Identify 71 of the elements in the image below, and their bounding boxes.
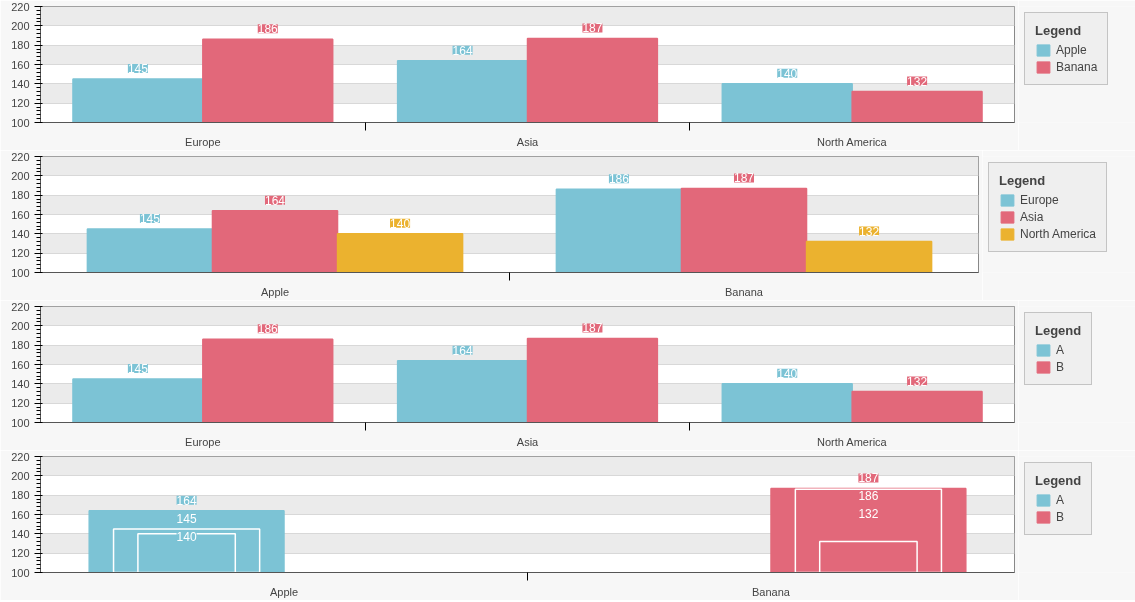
legend-label: Asia [1020, 210, 1044, 224]
legend-title: Legend [999, 173, 1047, 188]
data-label: 132 [907, 374, 928, 389]
y-tick-label: 100 [11, 566, 30, 579]
x-tick-label: Europe [185, 135, 221, 148]
y-tick-label: 140 [11, 77, 30, 90]
y-tick-label: 100 [11, 116, 30, 129]
y-tick-label: 220 [11, 0, 30, 13]
data-label: 186 [257, 22, 279, 37]
y-tick-label: 180 [11, 489, 30, 502]
data-label: 132 [859, 224, 880, 239]
data-label: 187 [858, 471, 879, 486]
data-label: 187 [733, 171, 755, 186]
legend-label: Banana [1056, 60, 1098, 74]
data-label: 145 [127, 362, 149, 376]
y-tick-label: 200 [11, 19, 30, 32]
y-tick-label: 100 [11, 266, 30, 279]
data-label: 164 [452, 43, 473, 58]
data-label: 140 [176, 529, 197, 544]
data-label: 145 [127, 62, 149, 76]
data-label: 140 [777, 66, 798, 81]
x-tick-label: North America [817, 435, 888, 448]
legend-label: B [1056, 360, 1065, 374]
legend-label: Apple [1056, 43, 1087, 57]
text: A [1056, 493, 1065, 507]
data-label: 145 [176, 511, 197, 526]
data-label: 140 [390, 216, 411, 231]
legend-title: Legend [1035, 323, 1082, 338]
x-tick-label: Europe [185, 435, 221, 448]
legend-title: Legend [1035, 23, 1083, 38]
x-tick-label: Asia [516, 435, 540, 448]
data-label: 187 [582, 321, 603, 336]
x-tick-label: North America [817, 135, 888, 148]
y-tick-label: 120 [11, 247, 30, 260]
legend-title: Legend [1035, 473, 1082, 488]
data-label: 186 [858, 489, 879, 504]
y-tick-label: 200 [11, 319, 30, 332]
y-tick-label: 120 [11, 397, 30, 410]
data-label: 140 [777, 366, 798, 381]
y-tick-label: 220 [11, 300, 30, 313]
y-tick-label: 220 [11, 150, 30, 163]
legend-label: A [1056, 343, 1065, 357]
y-tick-label: 160 [11, 358, 30, 371]
y-tick-label: 140 [11, 527, 30, 540]
legend-label: Europe [1020, 193, 1059, 207]
data-label: 132 [858, 507, 879, 522]
y-tick-label: 180 [11, 189, 30, 202]
y-tick-label: 200 [11, 469, 30, 482]
data-label: 132 [907, 74, 928, 89]
y-tick-label: 220 [11, 450, 30, 463]
y-tick-label: 160 [11, 508, 30, 521]
y-tick-label: 160 [11, 208, 30, 221]
y-tick-label: 140 [11, 377, 30, 390]
data-label: 145 [139, 212, 161, 226]
y-tick-label: 160 [11, 58, 30, 71]
y-tick-label: 120 [11, 547, 30, 560]
data-label: 164 [176, 493, 197, 508]
data-label: 186 [257, 322, 279, 337]
data-label: 187 [582, 21, 603, 36]
y-tick-label: 180 [11, 339, 30, 352]
y-tick-label: 140 [11, 227, 30, 240]
data-label: 186 [608, 172, 630, 187]
legend-label: North America [1020, 227, 1097, 241]
data-label: 164 [452, 343, 473, 358]
y-tick-label: 180 [11, 39, 30, 52]
y-tick-label: 200 [11, 169, 30, 182]
x-tick-label: Asia [516, 135, 540, 148]
y-tick-label: 100 [11, 416, 30, 429]
text: B [1056, 510, 1065, 524]
y-tick-label: 120 [11, 97, 30, 110]
data-label: 164 [264, 193, 286, 208]
